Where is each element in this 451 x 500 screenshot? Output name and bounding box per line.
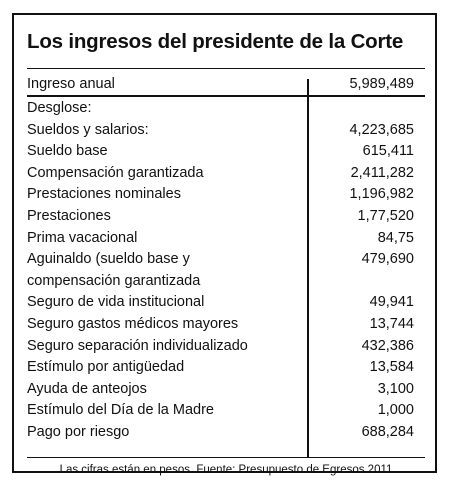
- row-value: 3,100: [377, 380, 414, 397]
- row-value: 84,75: [377, 229, 414, 246]
- row-label: Seguro separación individualizado: [27, 337, 248, 354]
- row-value: 432,386: [361, 337, 414, 354]
- row-label: Desglose:: [27, 100, 92, 116]
- row-label: Sueldos y salarios:: [27, 121, 149, 138]
- row-value: 1,77,520: [357, 207, 414, 224]
- table-row: compensación garantizada: [27, 271, 425, 293]
- table-row: Prima vacacional 84,75: [27, 228, 425, 250]
- row-label: Prima vacacional: [27, 229, 138, 246]
- row-value: 1,196,982: [349, 186, 414, 203]
- row-label: Estímulo del Día de la Madre: [27, 402, 214, 419]
- row-label: Prestaciones nominales: [27, 186, 181, 203]
- table-row: Seguro gastos médicos mayores 13,744: [27, 314, 425, 336]
- table-row: Desglose:: [27, 98, 425, 120]
- row-label: Prestaciones: [27, 207, 111, 224]
- table-row: Ayuda de anteojos 3,100: [27, 379, 425, 401]
- row-value: 49,941: [369, 294, 414, 311]
- row-value: 13,744: [369, 315, 414, 332]
- row-value: 688,284: [361, 423, 414, 440]
- table-row: Pago por riesgo 688,284: [27, 422, 425, 444]
- table-row: Seguro de vida institucional 49,941: [27, 292, 425, 314]
- row-value: 13,584: [369, 359, 414, 376]
- table-row: Sueldos y salarios: 4,223,685: [27, 120, 425, 142]
- title-divider: [27, 68, 425, 69]
- row-label: Aguinaldo (sueldo base y: [27, 251, 190, 268]
- row-label: Estímulo por antigüedad: [27, 359, 185, 376]
- header-divider: [27, 95, 425, 97]
- table-row: Seguro separación individualizado 432,386: [27, 336, 425, 358]
- table-row: Prestaciones 1,77,520: [27, 206, 425, 228]
- source-note: Las cifras están en pesos. Fuente: Presu…: [59, 464, 393, 476]
- column-divider: [307, 79, 309, 457]
- table-row: Prestaciones nominales 1,196,982: [27, 184, 425, 206]
- table-row: Aguinaldo (sueldo base y 479,690: [27, 249, 425, 271]
- table-row: Sueldo base 615,411: [27, 141, 425, 163]
- row-label: Seguro de vida institucional: [27, 294, 205, 311]
- row-label: Compensación garantizada: [27, 164, 204, 181]
- footer-divider: [27, 457, 425, 458]
- row-label: Sueldo base: [27, 143, 108, 160]
- breakdown-list: Desglose: Sueldos y salarios: 4,223,685 S…: [27, 98, 425, 444]
- row-value: 479,690: [361, 251, 414, 268]
- table-row: Estímulo del Día de la Madre 1,000: [27, 400, 425, 422]
- header-row: Ingreso anual 5,989,489: [27, 73, 425, 94]
- row-value: 2,411,282: [350, 164, 414, 181]
- table-row: Compensación garantizada 2,411,282: [27, 163, 425, 185]
- row-label: Ayuda de anteojos: [27, 380, 147, 397]
- header-label: Ingreso anual: [27, 76, 115, 92]
- row-label: Pago por riesgo: [27, 423, 130, 440]
- table-title: Los ingresos del presidente de la Corte: [27, 30, 404, 53]
- row-label: compensación garantizada: [27, 272, 201, 289]
- row-value: 4,223,685: [349, 121, 414, 138]
- row-label: Seguro gastos médicos mayores: [27, 315, 239, 332]
- income-table-box: Los ingresos del presidente de la Corte …: [12, 13, 437, 476]
- header-value: 5,989,489: [349, 76, 414, 92]
- row-value: 1,000: [377, 402, 414, 419]
- table-row: Estímulo por antigüedad 13,584: [27, 357, 425, 379]
- row-value: 615,411: [362, 143, 414, 160]
